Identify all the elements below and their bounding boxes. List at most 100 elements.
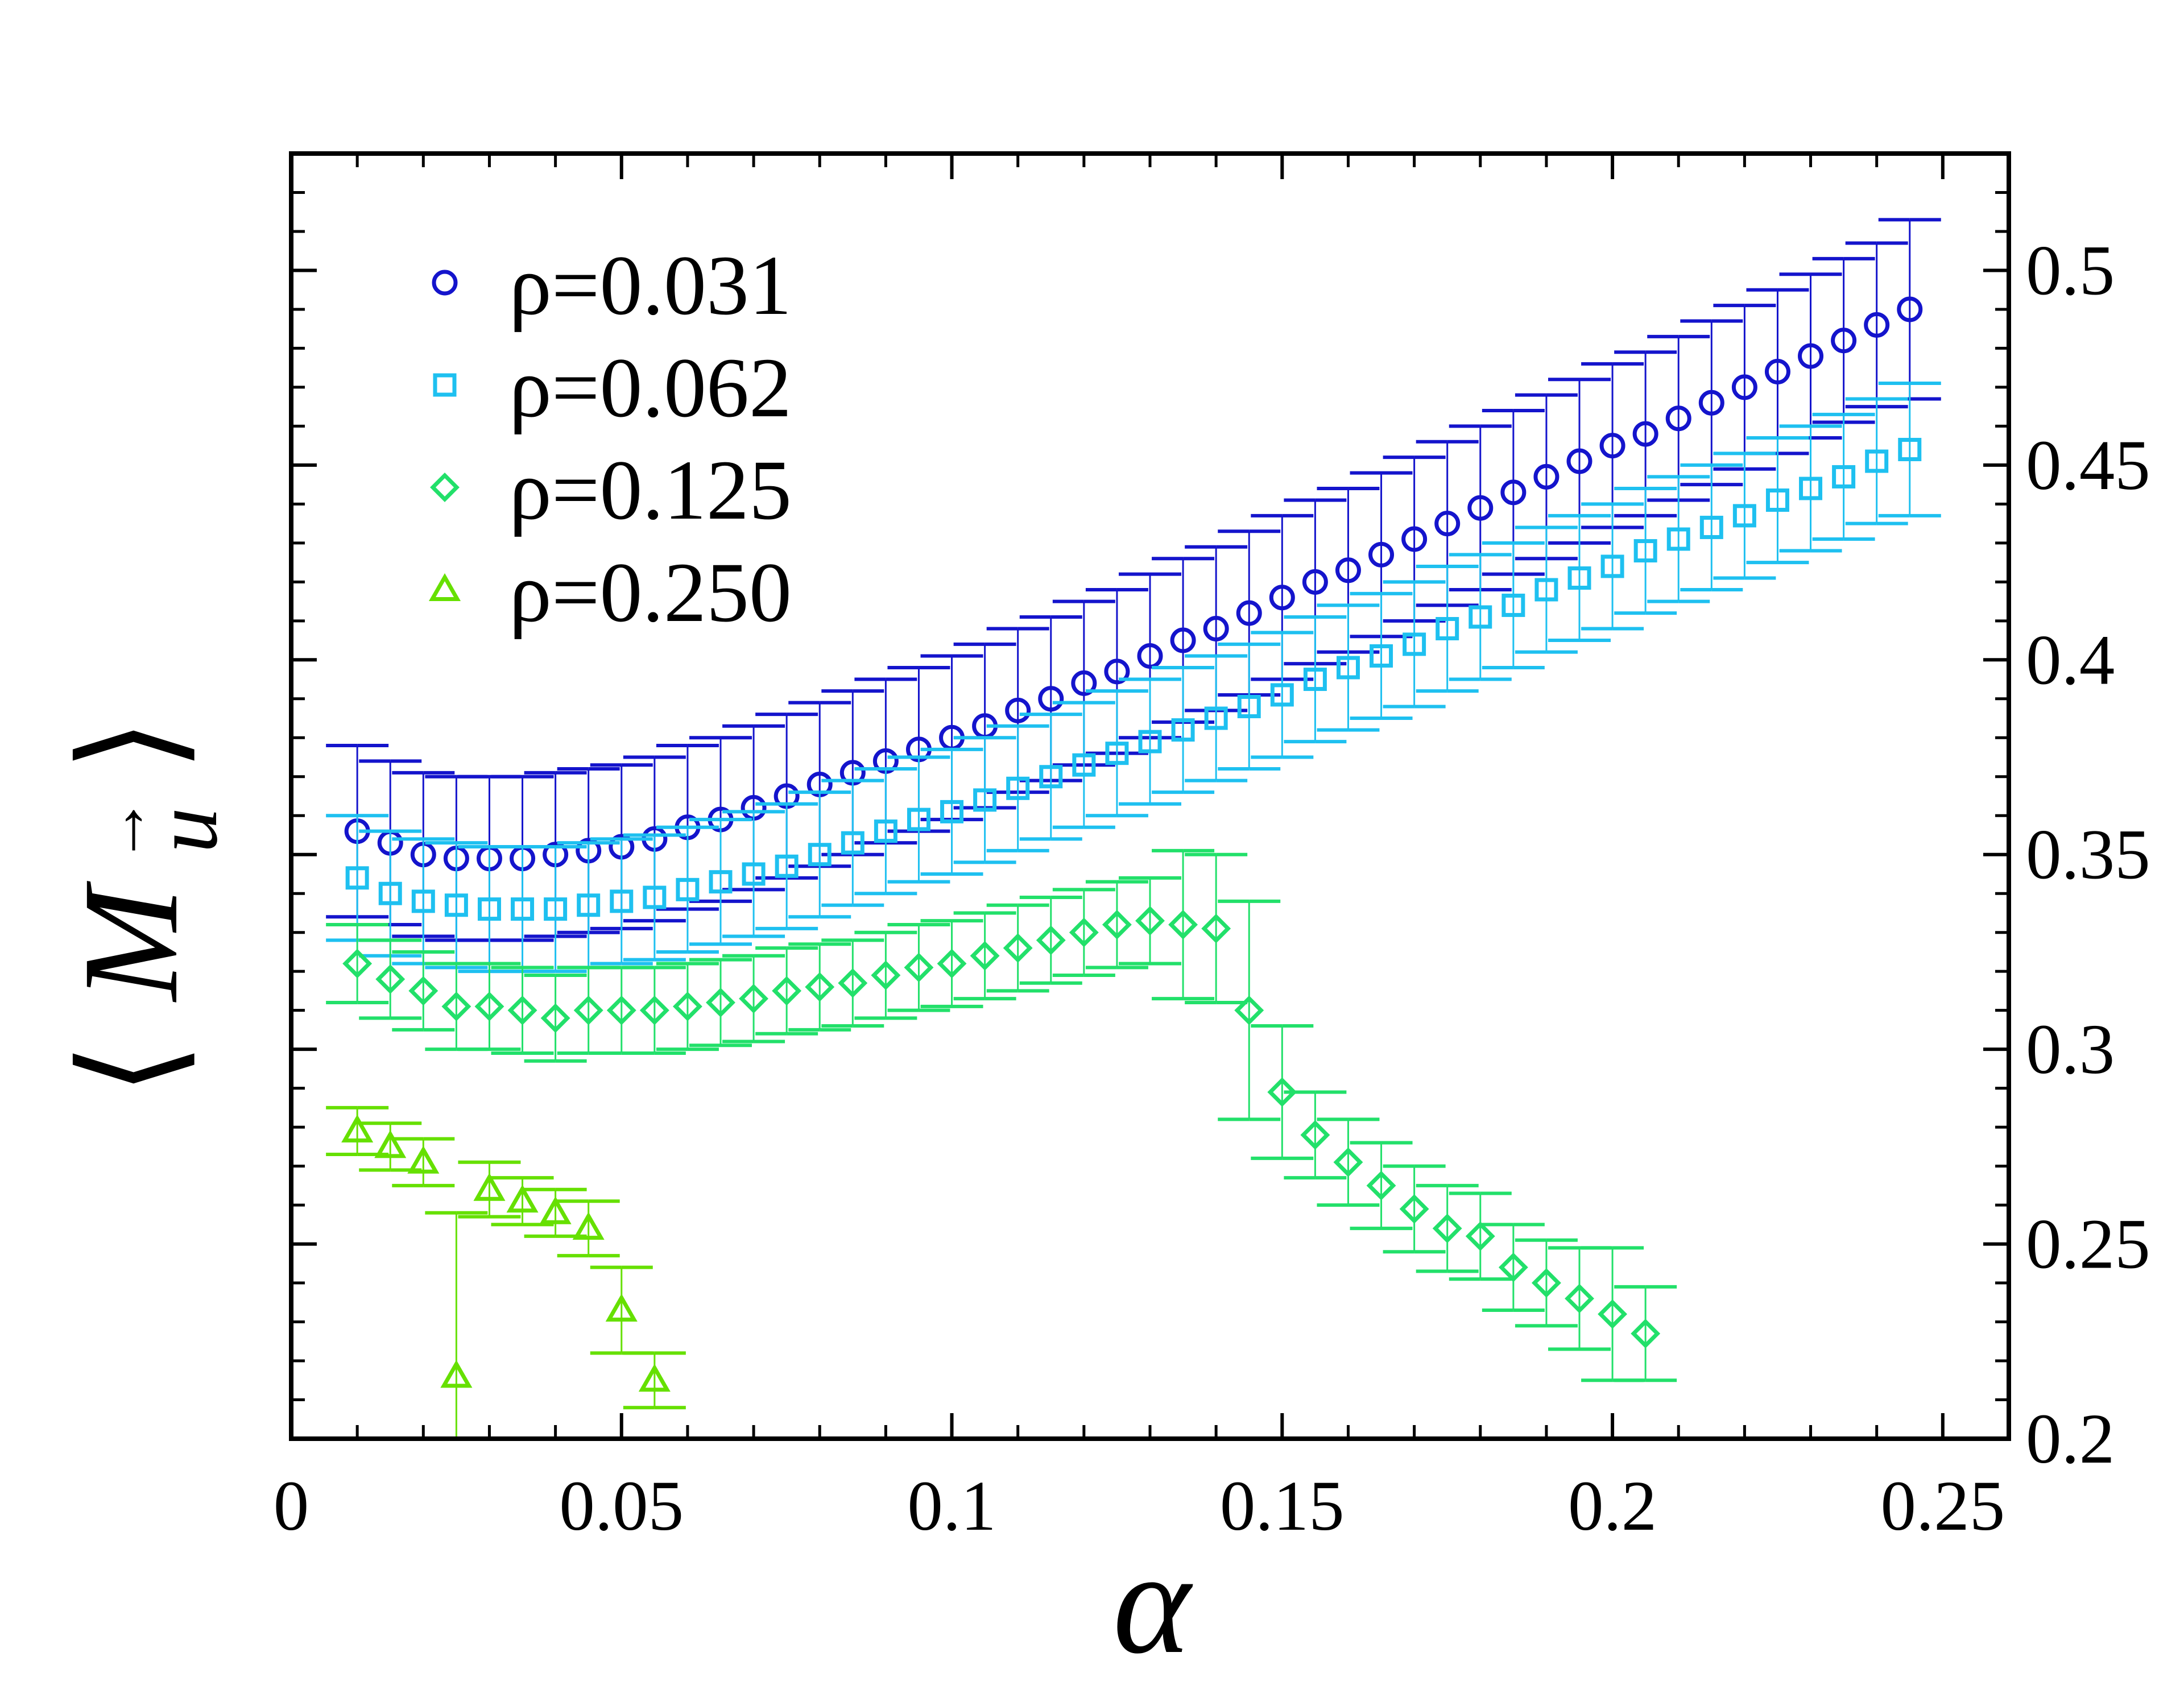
error-bar — [1449, 553, 1512, 681]
data-point — [1699, 515, 1723, 539]
data-point — [1465, 1221, 1495, 1251]
error-bar — [821, 938, 884, 1028]
data-point — [1599, 433, 1625, 459]
error-bar — [557, 1199, 620, 1258]
error-bar — [1350, 591, 1413, 721]
data-point — [605, 1293, 638, 1322]
error-bar — [1416, 1183, 1479, 1273]
y-tick-label: 0.4 — [2026, 621, 2115, 699]
error-bar — [1713, 304, 1776, 471]
data-point — [1403, 632, 1426, 656]
error-bar — [1218, 529, 1281, 697]
error-bar — [1515, 525, 1578, 654]
error-bar — [920, 747, 983, 876]
data-point — [577, 893, 601, 917]
data-point — [610, 889, 634, 913]
data-point — [1567, 566, 1591, 590]
error-bar — [1548, 1246, 1611, 1351]
x-axis-label: α — [1113, 1521, 1194, 1684]
ticks: 0 0.05 0.1 0.15 0.2 0.25 0.2 0.25 0.3 0.35 0.4 0.45… — [274, 154, 2150, 1546]
error-bar — [491, 1176, 554, 1227]
x-tick-label: 0.15 — [1220, 1467, 1345, 1546]
error-bar — [1449, 1191, 1512, 1281]
error-bar — [722, 954, 785, 1044]
data-point — [1038, 686, 1064, 712]
y-tick-label: 0.35 — [2026, 816, 2150, 895]
legend-label: ρ=0.031 — [509, 238, 792, 333]
data-point — [408, 976, 439, 1006]
data-point — [1399, 1194, 1429, 1224]
data-point — [1300, 1120, 1330, 1150]
data-point — [871, 960, 901, 990]
data-point — [1135, 906, 1165, 936]
data-point — [672, 991, 702, 1021]
data-point — [1069, 917, 1099, 947]
error-bar — [1680, 463, 1743, 592]
legend-marker — [428, 573, 461, 601]
data-point — [1006, 776, 1030, 800]
data-point — [1469, 605, 1492, 629]
error-bar — [524, 974, 587, 1063]
error-bar — [1350, 1141, 1413, 1231]
error-bar — [1647, 334, 1710, 502]
data-point — [1566, 448, 1592, 474]
error-bar — [1317, 1117, 1380, 1207]
error-bar — [1185, 852, 1248, 1004]
data-point — [1764, 359, 1790, 385]
error-bar — [722, 810, 785, 938]
data-point — [1203, 616, 1229, 642]
error-bar — [590, 1265, 653, 1355]
error-bar — [1119, 876, 1181, 966]
data-point — [345, 866, 369, 890]
error-bar — [1052, 888, 1115, 978]
data-point — [407, 1145, 440, 1174]
data-point — [1633, 539, 1657, 563]
error-bar — [1515, 393, 1578, 561]
error-bar — [1614, 486, 1677, 615]
data-point — [1799, 477, 1823, 500]
data-point — [1072, 753, 1096, 777]
data-point — [1432, 1214, 1462, 1244]
data-point — [1401, 526, 1428, 552]
data-point — [1665, 405, 1691, 432]
data-point — [1502, 593, 1525, 617]
data-point — [539, 1196, 572, 1224]
data-point — [477, 897, 501, 921]
error-bar — [1482, 1223, 1545, 1312]
legend-marker — [432, 270, 458, 296]
error-bar — [1019, 896, 1082, 985]
legend-label: ρ=0.250 — [509, 545, 792, 640]
error-bar — [755, 946, 818, 1036]
error-bar — [1812, 256, 1875, 424]
error-bar — [392, 950, 455, 1032]
legend-marker — [430, 473, 460, 502]
error-bar — [1119, 677, 1181, 806]
data-point — [1036, 925, 1066, 955]
error-bar — [359, 938, 422, 1020]
y-tick-label: 0.25 — [2026, 1206, 2150, 1284]
data-point — [1632, 421, 1658, 447]
error-bar — [1779, 424, 1842, 553]
data-point — [1534, 578, 1558, 602]
error-bar — [1581, 502, 1644, 631]
data-point — [1105, 742, 1129, 765]
error-bar — [1251, 631, 1314, 759]
error-bar — [1383, 1164, 1446, 1254]
series-ρ=0.125 — [326, 848, 1677, 1382]
data-point — [378, 881, 402, 905]
error-bar — [1152, 848, 1215, 1001]
error-bar — [590, 837, 653, 966]
legend-marker — [433, 373, 457, 397]
data-point — [709, 870, 733, 894]
error-bar — [920, 919, 983, 1008]
error-bar — [1185, 654, 1248, 782]
data-point — [772, 976, 802, 1006]
data-point — [411, 889, 435, 913]
data-point — [1168, 910, 1198, 939]
data-point — [1831, 328, 1857, 354]
data-point — [1832, 465, 1856, 488]
data-point — [441, 991, 471, 1021]
data-point — [1236, 600, 1262, 626]
data-point — [1104, 659, 1130, 685]
data-point — [1598, 1299, 1628, 1329]
